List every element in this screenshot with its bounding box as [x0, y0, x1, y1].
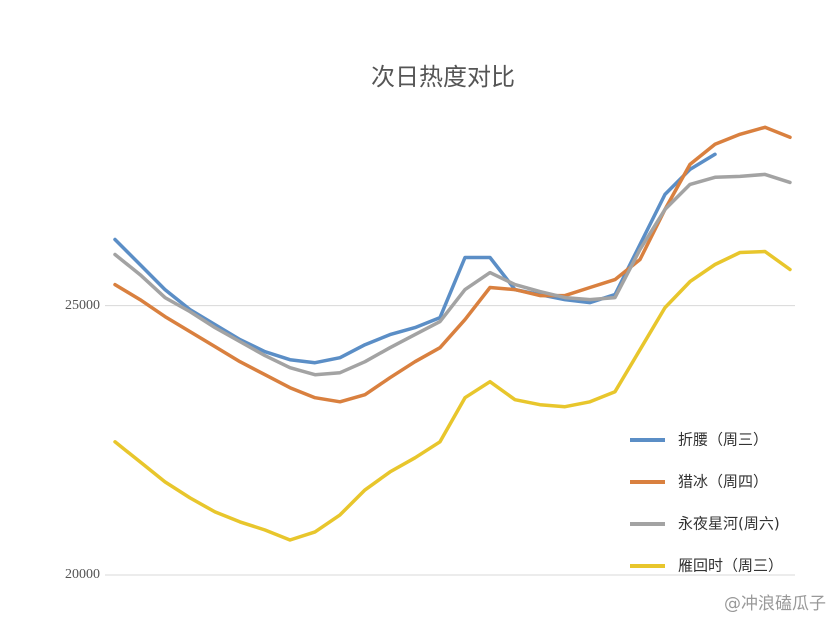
legend-label: 折腰（周三）	[678, 431, 768, 449]
series-line	[113, 172, 792, 377]
legend-label: 雁回时（周三）	[678, 557, 783, 575]
y-tick-label: 25000	[65, 298, 100, 313]
legend-label: 猎冰（周四）	[678, 473, 768, 491]
chart-title: 次日热度对比	[371, 63, 515, 91]
series-line	[113, 152, 717, 365]
series-line	[113, 249, 792, 542]
series-line	[113, 125, 792, 404]
watermark: @冲浪磕瓜子	[724, 594, 826, 614]
legend-label: 永夜星河(周六)	[678, 515, 780, 533]
y-tick-label: 20000	[65, 567, 100, 582]
